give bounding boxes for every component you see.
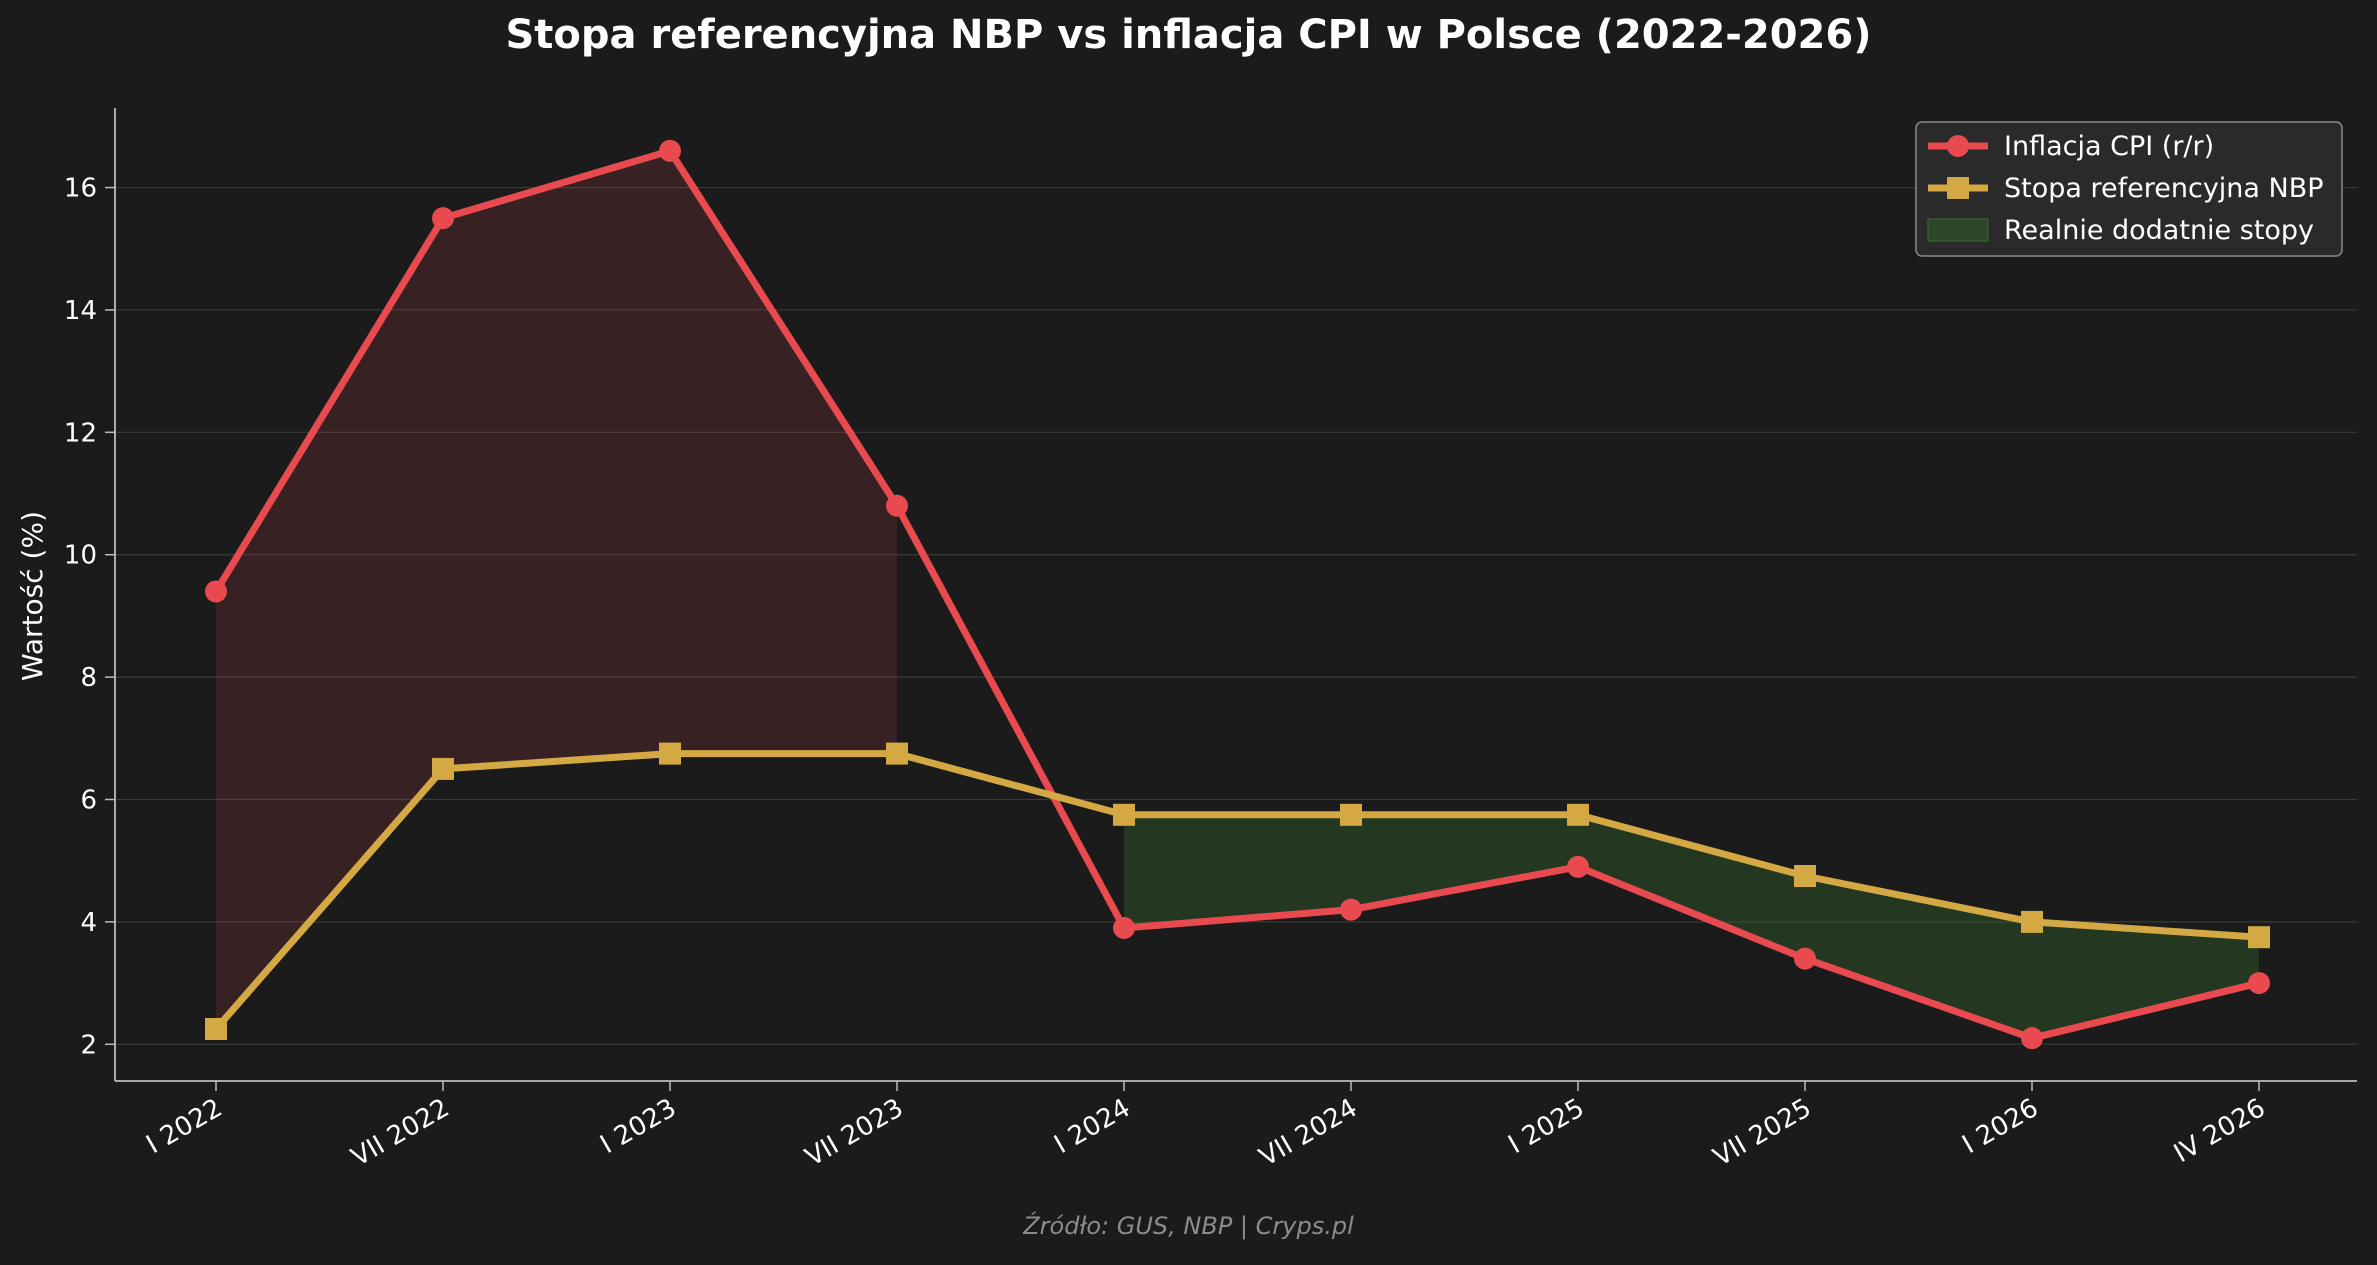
cpi-point	[659, 139, 681, 162]
y-tick-label: 10	[64, 541, 97, 571]
nbp-rate-point	[1567, 803, 1589, 826]
x-tick-label: I 2023	[595, 1093, 681, 1160]
cpi-point	[2248, 972, 2270, 995]
y-tick-label: 14	[64, 296, 97, 326]
nbp-rate-point	[1340, 803, 1362, 826]
legend-nbp-marker	[1947, 177, 1969, 199]
nbp-rate-point	[659, 742, 681, 765]
cpi-inflation-line	[212, 147, 2263, 1042]
nbp-rate-point	[432, 757, 454, 780]
cpi-point	[2021, 1027, 2043, 1050]
x-tick-label: VII 2022	[346, 1093, 454, 1173]
cpi-point	[432, 207, 454, 230]
x-tick-label: VII 2025	[1708, 1093, 1816, 1173]
cpi-point	[886, 494, 908, 517]
legend-box	[1915, 121, 2343, 257]
nbp-rate-point	[1113, 803, 1135, 826]
legend-nbp-label: Stopa referencyjna NBP	[2004, 173, 2324, 204]
legend: Inflacja CPI (r/r) Stopa referencyjna NBP…	[1915, 121, 2343, 257]
series-markers	[205, 139, 2270, 1050]
x-tick-label: I 2024	[1049, 1093, 1135, 1160]
source-note: Źródło: GUS, NBP | Cryps.pl	[1023, 1212, 1354, 1240]
legend-cpi-marker	[1947, 135, 1969, 157]
nbp-rate-point	[2248, 926, 2270, 949]
x-tick-label: I 2022	[141, 1093, 227, 1160]
y-axis-label: Wartość (%)	[16, 511, 49, 681]
positive-real-rate-area	[1124, 814, 2259, 1039]
fill-areas	[216, 150, 2259, 1039]
legend-cpi-label: Inflacja CPI (r/r)	[2004, 131, 2214, 162]
cpi-point	[205, 580, 227, 603]
y-tick-label: 6	[80, 786, 97, 816]
cpi-point	[1794, 947, 1816, 970]
x-tick-label: I 2026	[1957, 1093, 2043, 1160]
x-tick-label: VII 2024	[1254, 1093, 1362, 1173]
axes	[105, 108, 2357, 1091]
legend-fill-swatch	[1927, 218, 1989, 242]
negative-real-rate-area	[216, 150, 897, 1029]
cpi-point	[1567, 855, 1589, 878]
nbp-rate-point	[2021, 910, 2043, 933]
x-tick-label: VII 2023	[800, 1093, 908, 1173]
nbp-rate-point	[1794, 864, 1816, 887]
legend-fill-label: Realnie dodatnie stopy	[2004, 215, 2314, 246]
x-tick-label: I 2025	[1503, 1093, 1589, 1160]
series-lines	[212, 147, 2263, 1042]
nbp-rate-line	[212, 750, 2263, 1033]
x-tick-label: IV 2026	[2169, 1093, 2271, 1169]
y-tick-label: 4	[80, 908, 97, 938]
nbp-rate-point	[886, 742, 908, 765]
nbp-rate-point	[205, 1017, 227, 1040]
cpi-point	[1340, 898, 1362, 921]
y-tick-label: 2	[80, 1030, 97, 1060]
chart-title: Stopa referencyjna NBP vs inflacja CPI w…	[505, 12, 1872, 58]
y-tick-label: 8	[80, 663, 97, 693]
cpi-point	[1113, 917, 1135, 940]
y-tick-label: 16	[64, 174, 97, 204]
y-tick-label: 12	[64, 418, 97, 448]
